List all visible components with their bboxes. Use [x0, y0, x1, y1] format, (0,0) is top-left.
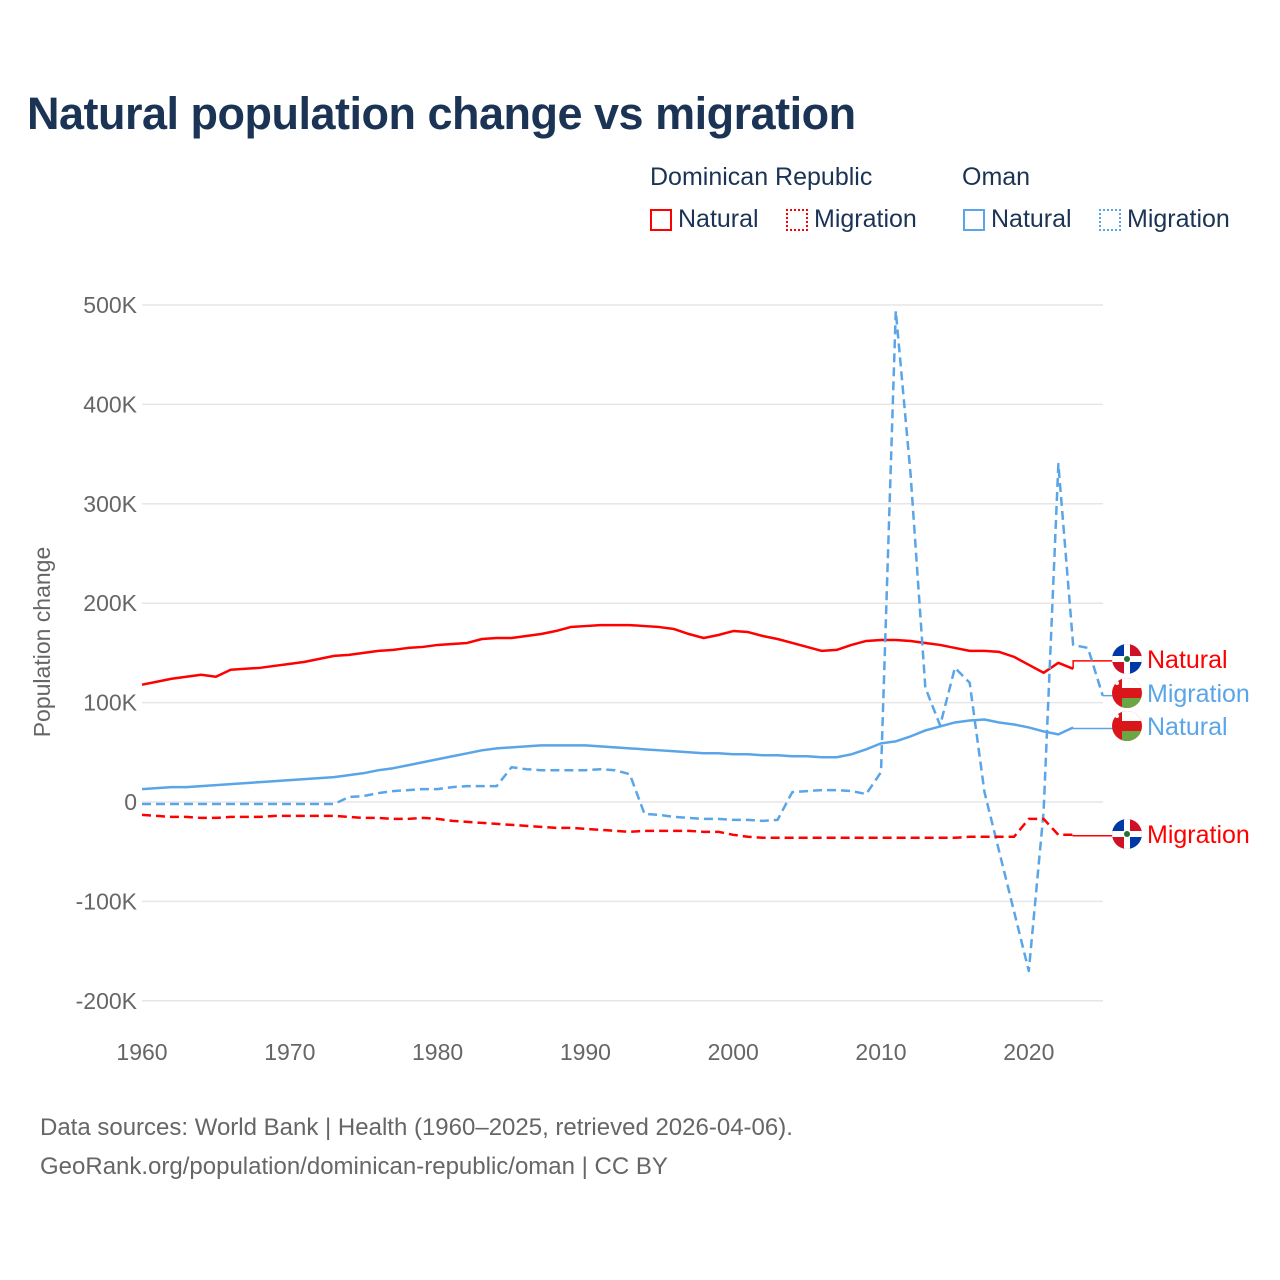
legend-label: Natural — [678, 205, 759, 233]
label-connector — [1072, 834, 1113, 837]
source-note: Data sources: World Bank | Health (1960–… — [40, 1108, 793, 1186]
x-tick-label: 1980 — [412, 1039, 463, 1065]
y-tick-label: 0 — [124, 789, 137, 815]
flag-body — [1112, 678, 1142, 708]
flag-green — [1122, 698, 1142, 708]
label-connector — [1072, 727, 1113, 730]
flag-body — [1112, 819, 1142, 849]
x-tick-label: 1970 — [264, 1039, 315, 1065]
series-end-label: Migration — [1147, 821, 1250, 849]
legend-label: Migration — [1127, 205, 1230, 233]
flag-body — [1112, 711, 1142, 741]
flag-emblem — [1115, 714, 1119, 718]
y-tick-label: 300K — [83, 491, 137, 517]
legend-swatch-solid — [650, 208, 672, 231]
y-tick-label: 100K — [83, 690, 137, 716]
x-tick-label: 2000 — [708, 1039, 759, 1065]
x-tick-label: 2010 — [855, 1039, 906, 1065]
legend-label: Migration — [814, 205, 917, 233]
series-end-label: Natural — [1147, 646, 1228, 674]
y-tick-label: -200K — [76, 988, 138, 1014]
dominican-republic-flag-icon — [1112, 819, 1142, 849]
series-line-dominican-republic-natural — [141, 623, 1074, 686]
legend-item-dr-natural[interactable]: Natural — [650, 205, 759, 234]
oman-flag-icon — [1112, 678, 1142, 708]
flag-green — [1122, 731, 1142, 741]
legend-label: Natural — [991, 205, 1072, 233]
series-end-label: Migration — [1147, 680, 1250, 708]
dominican-republic-flag-icon — [1112, 644, 1142, 674]
flag-body — [1112, 644, 1142, 674]
y-tick-label: 400K — [83, 391, 137, 417]
legend-swatch-solid — [963, 208, 985, 231]
chart-title: Natural population change vs migration — [27, 88, 856, 139]
flag-white — [1122, 678, 1142, 688]
x-tick-label: 1990 — [560, 1039, 611, 1065]
series-line-oman-migration — [142, 309, 1104, 973]
legend-item-oman-migration[interactable]: Migration — [1099, 205, 1230, 234]
legend-swatch-dotted — [786, 208, 808, 231]
source-line-2[interactable]: GeoRank.org/population/dominican-republi… — [40, 1153, 668, 1180]
legend-item-dr-migration[interactable]: Migration — [786, 205, 917, 234]
flag-emblem — [1124, 831, 1130, 837]
y-tick-label: -100K — [76, 888, 138, 914]
series-line-oman-natural — [141, 718, 1074, 791]
legend-group-dominican-republic: Dominican Republic — [650, 163, 873, 191]
label-connector — [1072, 660, 1113, 669]
legend-swatch-dotted — [1099, 208, 1121, 231]
legend-group-oman: Oman — [962, 163, 1031, 191]
y-tick-label: 200K — [83, 590, 137, 616]
x-tick-label: 1960 — [116, 1039, 167, 1065]
y-axis-label: Population change — [29, 547, 55, 738]
oman-flag-icon — [1112, 711, 1142, 741]
flag-emblem — [1115, 681, 1119, 685]
x-tick-label: 2020 — [1003, 1039, 1054, 1065]
series-line-dominican-republic-migration — [141, 813, 1074, 840]
series-end-label: Natural — [1147, 713, 1228, 741]
flag-emblem — [1124, 656, 1130, 662]
flag-white — [1122, 711, 1142, 721]
legend-item-oman-natural[interactable]: Natural — [963, 205, 1072, 234]
source-line-1: Data sources: World Bank | Health (1960–… — [40, 1114, 793, 1141]
y-tick-label: 500K — [83, 292, 137, 318]
